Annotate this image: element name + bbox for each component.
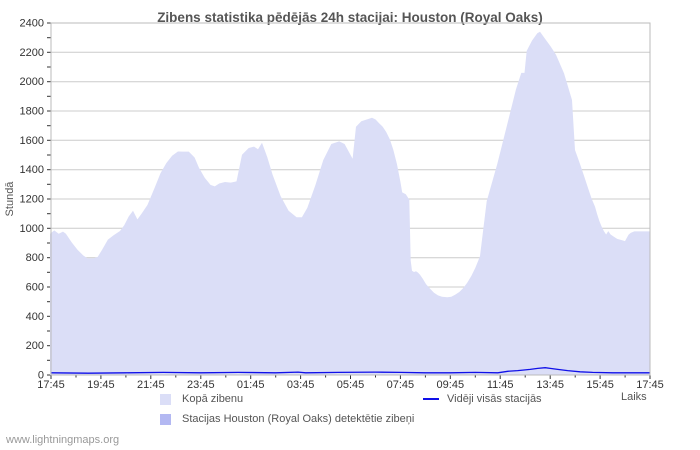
svg-text:17:45: 17:45: [37, 379, 65, 391]
svg-text:200: 200: [26, 340, 44, 352]
svg-text:23:45: 23:45: [187, 379, 215, 391]
svg-text:15:45: 15:45: [586, 379, 614, 391]
svg-text:2200: 2200: [20, 47, 44, 59]
svg-text:11:45: 11:45: [487, 379, 514, 391]
svg-text:1800: 1800: [20, 106, 44, 118]
svg-text:03:45: 03:45: [287, 379, 315, 391]
svg-text:21:45: 21:45: [137, 379, 165, 391]
svg-text:1400: 1400: [20, 164, 44, 176]
svg-text:07:45: 07:45: [387, 379, 415, 391]
svg-text:2000: 2000: [20, 76, 44, 88]
svg-text:01:45: 01:45: [237, 379, 265, 391]
svg-text:1600: 1600: [20, 135, 44, 147]
svg-text:800: 800: [26, 252, 44, 264]
svg-text:09:45: 09:45: [437, 379, 465, 391]
svg-text:2400: 2400: [20, 18, 44, 30]
svg-text:1200: 1200: [20, 194, 44, 206]
svg-text:05:45: 05:45: [337, 379, 365, 391]
svg-text:13:45: 13:45: [536, 379, 564, 391]
svg-text:19:45: 19:45: [87, 379, 115, 391]
svg-text:17:45: 17:45: [636, 379, 664, 391]
svg-text:600: 600: [26, 282, 44, 294]
svg-text:400: 400: [26, 311, 44, 323]
svg-text:1000: 1000: [20, 223, 44, 235]
